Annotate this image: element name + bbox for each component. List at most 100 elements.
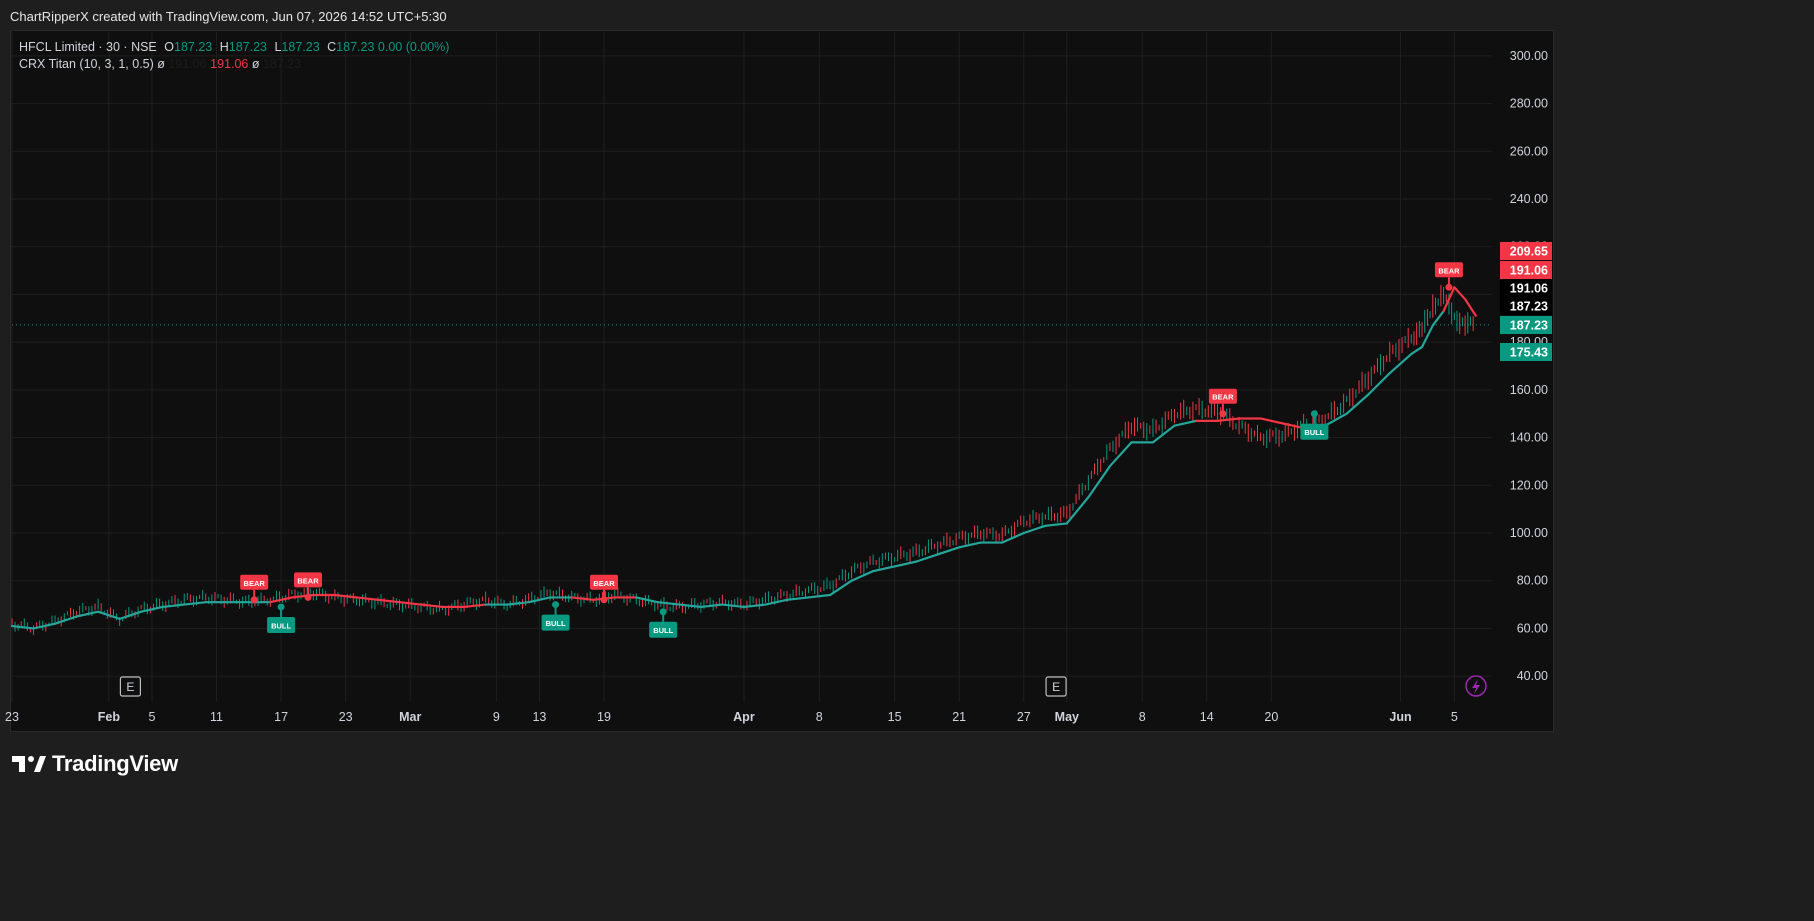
indicator-line-segment <box>1151 424 1176 444</box>
y-axis-tick-label: 300.00 <box>1510 49 1548 63</box>
bear-signal-badge[interactable] <box>1208 388 1237 404</box>
earnings-event-label: E <box>1052 680 1060 694</box>
close-label: C <box>327 40 337 54</box>
indicator-line-segment <box>419 603 444 609</box>
price-axis-tag-label: 187.23 <box>1510 300 1548 314</box>
bear-signal-badge[interactable] <box>240 574 269 590</box>
bear-signal-label: BEAR <box>1438 266 1460 275</box>
indicator-line-segment <box>1324 412 1348 427</box>
indicator-line-segment <box>1065 496 1090 525</box>
indicator-line-segment <box>742 603 767 609</box>
low-label: L <box>274 40 282 54</box>
indicator-line-segment <box>1259 417 1284 425</box>
indicator-line-segment <box>871 565 896 573</box>
indicator-title[interactable]: CRX Titan (10, 3, 1, 0.5) <box>19 57 154 71</box>
indicator-line-segment <box>807 593 832 599</box>
y-axis-tick-label: 160.00 <box>1510 383 1548 397</box>
indicator-line-segment <box>462 603 487 609</box>
indicator-line-segment <box>398 601 423 606</box>
indicator-line-segment <box>10 624 35 630</box>
indicator-line-segment <box>97 610 121 620</box>
price-axis-tag-label: 191.06 <box>1510 282 1548 296</box>
x-axis-tick-label: Jun <box>1389 710 1411 724</box>
indicator-line-segment <box>1022 524 1047 535</box>
indicator-line-segment <box>958 541 982 549</box>
high-label: H <box>219 40 229 54</box>
bull-signal-label: BULL <box>1304 428 1324 437</box>
indicator-line-segment <box>764 598 789 606</box>
x-axis-tick-label: 8 <box>1139 710 1146 724</box>
bear-signal-label: BEAR <box>1212 393 1234 402</box>
earnings-event-marker[interactable] <box>1045 676 1067 697</box>
bull-signal-label: BULL <box>271 621 291 630</box>
price-axis-tag[interactable] <box>1500 343 1552 361</box>
earnings-event-label: E <box>126 680 134 694</box>
y-axis-tick-label: 240.00 <box>1510 192 1548 206</box>
indicator-line-segment <box>1442 286 1456 313</box>
x-axis-tick-label: Apr <box>733 710 755 724</box>
x-axis-tick-label: 9 <box>493 710 500 724</box>
price-axis-tag[interactable] <box>1500 316 1552 334</box>
x-axis-tick-label: 11 <box>210 710 223 724</box>
indicator-line-segment <box>785 596 810 601</box>
x-axis-tick-label: 23 <box>339 710 353 724</box>
price-axis-tag[interactable] <box>1500 279 1552 297</box>
indicator-value-1: 191.06 <box>168 57 207 71</box>
indicator-value-2: 191.06 <box>210 57 249 71</box>
bull-signal-badge[interactable] <box>541 614 570 631</box>
x-axis-tick-label: Feb <box>98 710 121 724</box>
bear-signal-label: BEAR <box>297 576 319 585</box>
high-value: 187.23 <box>228 40 267 54</box>
y-axis-tick-label: 100.00 <box>1510 526 1548 540</box>
indicator-line-segment <box>656 601 681 606</box>
y-axis-tick-label: 40.00 <box>1517 669 1548 683</box>
x-axis-tick-label: 14 <box>1200 710 1214 724</box>
indicator-line-segment <box>333 593 358 599</box>
indicator-line-segment <box>828 579 853 597</box>
bear-signal-badge[interactable] <box>294 572 322 588</box>
x-axis-tick-label: 27 <box>1017 710 1031 724</box>
price-axis-tag[interactable] <box>1500 297 1552 315</box>
price-axis-tag[interactable] <box>1500 242 1552 260</box>
x-axis-tick-label: Mar <box>399 710 421 724</box>
bull-signal-badge[interactable] <box>1300 423 1329 440</box>
indicator-line-segment <box>1281 422 1305 430</box>
indicator-line-segment <box>1420 324 1434 349</box>
x-axis-tick-label: 23 <box>5 710 19 724</box>
indicator-line-segment <box>1388 352 1413 375</box>
x-axis-tick-label: May <box>1055 710 1079 724</box>
lightning-bolt-icon <box>1472 679 1480 694</box>
indicator-line-segment <box>721 603 746 609</box>
bear-signal-badge[interactable] <box>590 574 618 590</box>
price-axis-tag-label: 191.06 <box>1510 264 1548 278</box>
x-axis-tick-label: 15 <box>888 710 902 724</box>
indicator-legend-row[interactable]: CRX Titan (10, 3, 1, 0.5) ø 191.06 191.0… <box>19 56 449 73</box>
symbol-title[interactable]: HFCL Limited · 30 · NSE <box>19 40 157 54</box>
bull-signal-badge[interactable] <box>649 621 678 638</box>
indicator-line-segment <box>850 570 875 582</box>
alert-lightning-icon[interactable] <box>1465 675 1487 697</box>
y-axis-tick-label: 120.00 <box>1510 478 1548 492</box>
indicator-line-segment <box>699 603 724 609</box>
indicator-line-segment <box>1216 417 1241 422</box>
symbol-legend-row[interactable]: HFCL Limited · 30 · NSE O187.23 H187.23 … <box>19 39 449 56</box>
x-axis-tick-label: 21 <box>952 710 966 724</box>
x-axis-tick-label: 13 <box>532 710 546 724</box>
indicator-line-segment <box>355 596 380 601</box>
bull-signal-badge[interactable] <box>267 616 296 633</box>
x-axis-tick-label: 5 <box>1451 710 1458 724</box>
bear-signal-badge[interactable] <box>1434 262 1463 278</box>
chart-caption: ChartRipperX created with TradingView.co… <box>10 9 447 24</box>
indicator-line-segment <box>118 610 143 620</box>
earnings-event-marker[interactable] <box>119 676 142 697</box>
indicator-line-segment <box>161 603 186 609</box>
bear-signal-label: BEAR <box>593 579 615 588</box>
price-axis-tag-label: 187.23 <box>1510 319 1548 333</box>
chart-frame[interactable] <box>10 30 1554 732</box>
price-chart[interactable]: 40.00 60.00 80.00 100.00 120.00 140.00 160.00 1… <box>0 0 1568 796</box>
price-axis-tag-label: 209.65 <box>1510 245 1548 259</box>
indicator-line-segment <box>1410 345 1424 356</box>
tradingview-branding[interactable]: TradingView <box>12 748 178 780</box>
low-value: 187.23 <box>281 40 320 54</box>
price-axis-tag[interactable] <box>1500 261 1552 279</box>
